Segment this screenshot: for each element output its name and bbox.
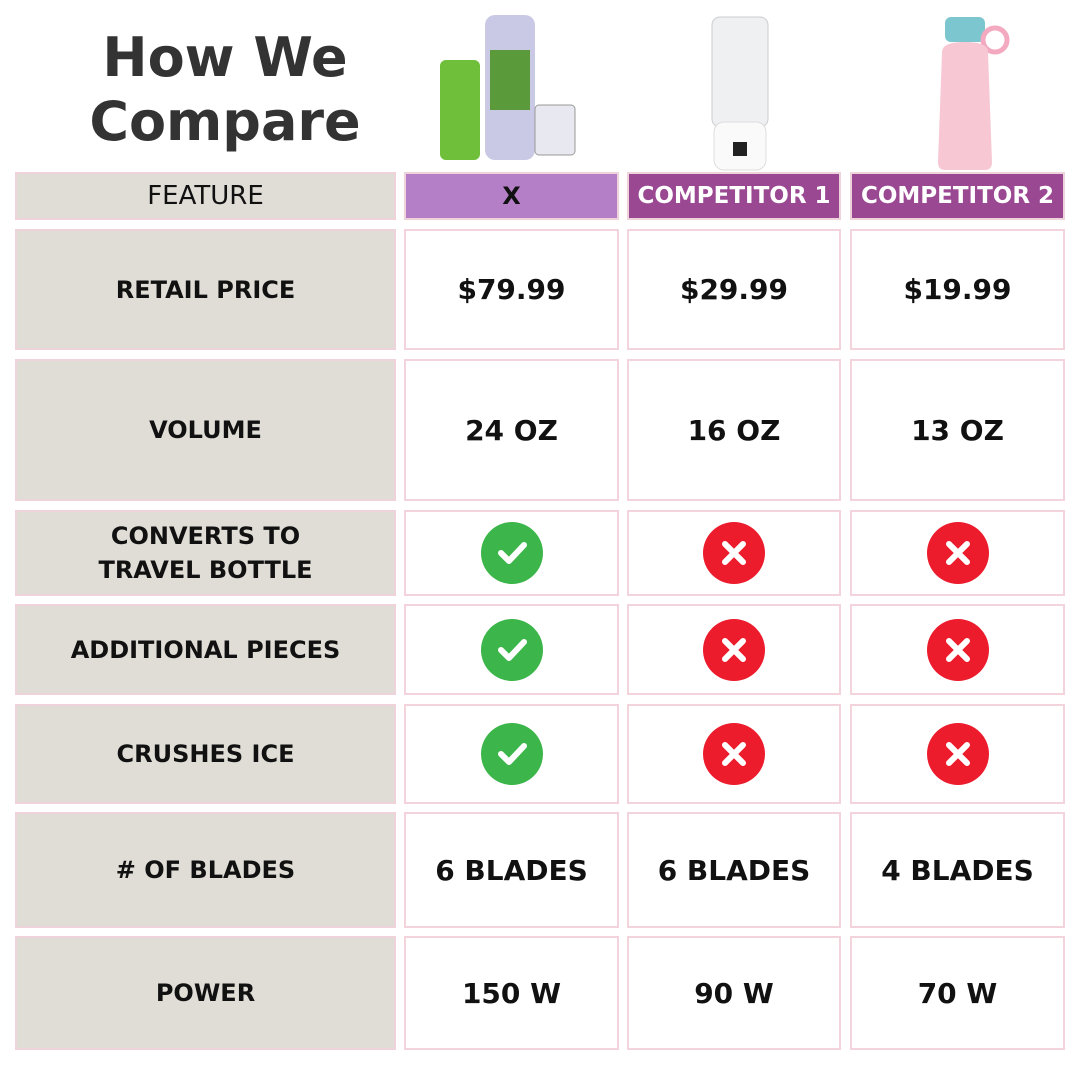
table-cell: 6 BLADES [404, 812, 619, 928]
table-cell: $19.99 [850, 229, 1065, 350]
table-cell [627, 604, 841, 695]
table-cell [404, 604, 619, 695]
column-header-x: X [404, 172, 619, 220]
table-cell: $29.99 [627, 229, 841, 350]
table-cell: $79.99 [404, 229, 619, 350]
table-cell [627, 704, 841, 804]
feature-label: ADDITIONAL PIECES [15, 604, 396, 695]
table-cell: 90 W [627, 936, 841, 1050]
feature-label: CONVERTS TO TRAVEL BOTTLE [15, 510, 396, 596]
feature-label: POWER [15, 936, 396, 1050]
competitor-2-image [938, 17, 1010, 170]
x-icon [926, 618, 989, 681]
table-cell [404, 704, 619, 804]
check-icon [480, 618, 543, 681]
table-cell: 16 OZ [627, 359, 841, 501]
table-cell [627, 510, 841, 596]
table-cell [850, 704, 1065, 804]
x-icon [703, 618, 765, 681]
x-icon [926, 723, 989, 785]
x-icon [703, 723, 765, 785]
table-cell: 6 BLADES [627, 812, 841, 928]
table-cell: 13 OZ [850, 359, 1065, 501]
competitor-1-image [711, 16, 769, 171]
feature-label: VOLUME [15, 359, 396, 501]
table-cell: 24 OZ [404, 359, 619, 501]
feature-label: # OF BLADES [15, 812, 396, 928]
feature-header: FEATURE [15, 172, 396, 220]
table-cell [850, 510, 1065, 596]
check-icon [480, 522, 543, 584]
page-title: How We Compare [89, 26, 361, 153]
column-header-competitor-2: COMPETITOR 2 [850, 172, 1065, 220]
table-cell: 70 W [850, 936, 1065, 1050]
x-icon [703, 522, 765, 584]
table-cell [850, 604, 1065, 695]
table-cell [404, 510, 619, 596]
feature-label: CRUSHES ICE [15, 704, 396, 804]
check-icon [480, 723, 543, 785]
x-icon [926, 522, 989, 584]
product-x-image [440, 15, 576, 160]
column-header-competitor-1: COMPETITOR 1 [627, 172, 841, 220]
table-cell: 4 BLADES [850, 812, 1065, 928]
feature-label: RETAIL PRICE [15, 229, 396, 350]
table-cell: 150 W [404, 936, 619, 1050]
